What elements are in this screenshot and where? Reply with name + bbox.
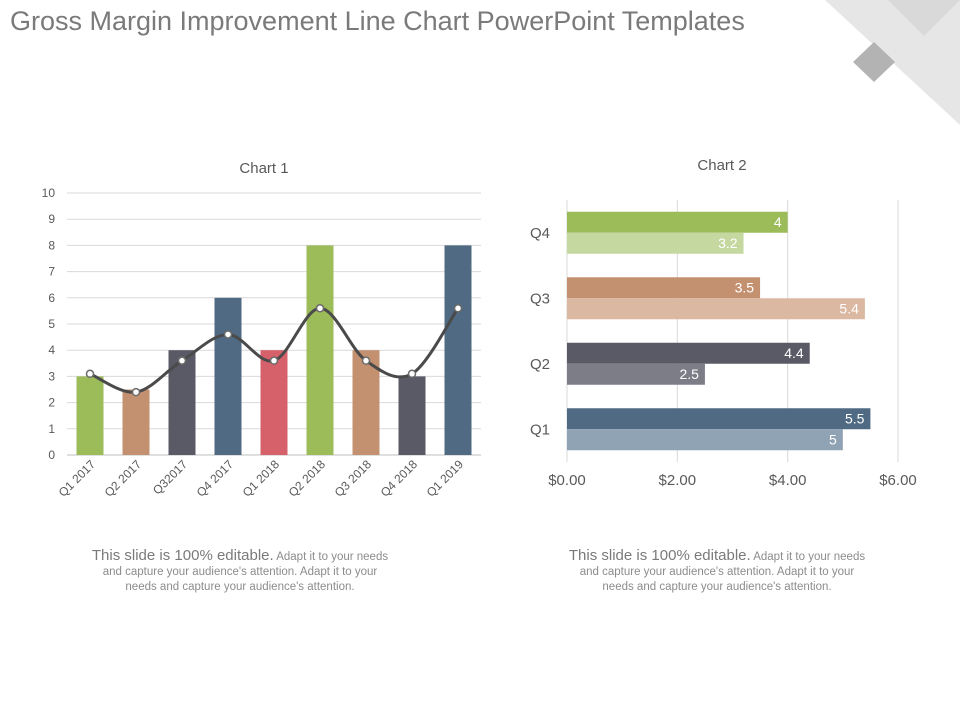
chart1-caption: This slide is 100% editable. Adapt it to…: [90, 548, 390, 595]
y-tick-label: Q4: [530, 225, 550, 242]
data-label: 3.2: [718, 235, 738, 251]
bar: [567, 342, 810, 364]
y-tick-label: 0: [48, 448, 55, 462]
chart2-title: Chart 2: [697, 157, 746, 174]
y-tick-label: Q1: [530, 421, 550, 438]
y-tick-label: 9: [48, 212, 55, 226]
x-tick-label: Q1 2017: [56, 457, 99, 500]
line-point: [85, 369, 95, 379]
y-tick-label: 6: [48, 291, 55, 305]
bar: [567, 232, 744, 254]
line-point: [177, 356, 187, 365]
bar: [567, 429, 843, 451]
page-title: Gross Margin Improvement Line Chart Powe…: [10, 6, 745, 36]
data-label: 3.5: [735, 279, 755, 295]
x-tick-label: Q1 2018: [240, 457, 283, 500]
x-tick-label: Q4 2018: [378, 457, 421, 500]
caption-lead: This slide is 100% editable.: [91, 547, 274, 564]
data-label: 5.5: [845, 410, 865, 426]
x-tick-label: $2.00: [659, 472, 697, 489]
data-label: 4: [774, 214, 782, 230]
bar: [260, 350, 288, 455]
y-tick-label: Q2: [530, 356, 550, 373]
y-tick-label: 4: [48, 343, 55, 357]
line-series: [89, 306, 460, 394]
bar: [76, 376, 104, 455]
line-point: [361, 356, 371, 365]
y-tick-label: 2: [48, 396, 55, 410]
data-label: 2.5: [679, 366, 699, 382]
bar: [567, 211, 788, 233]
caption-lead: This slide is 100% editable.: [568, 547, 751, 564]
bar: [306, 245, 334, 455]
x-tick-label: Q32017: [150, 457, 190, 497]
x-tick-label: $6.00: [879, 472, 917, 489]
caption-body: Adapt it to your needs and capture your …: [579, 551, 866, 593]
x-tick-label: Q3 2018: [332, 457, 375, 500]
y-tick-label: 1: [48, 422, 55, 436]
line-point: [453, 304, 463, 313]
x-tick-label: $4.00: [769, 472, 807, 489]
chart1-title: Chart 1: [239, 160, 288, 177]
y-tick-label: 10: [42, 186, 56, 200]
bar: [567, 298, 865, 320]
x-tick-label: Q4 2017: [194, 457, 237, 500]
line-point: [131, 387, 141, 397]
y-tick-label: 5: [48, 317, 55, 331]
data-label: 5: [829, 431, 837, 447]
data-label: 4.4: [784, 345, 804, 361]
chart2-caption: This slide is 100% editable. Adapt it to…: [567, 548, 867, 595]
data-label: 5.4: [839, 300, 859, 316]
caption-body: Adapt it to your needs and capture your …: [102, 551, 389, 593]
bar: [567, 277, 761, 299]
x-tick-label: Q1 2019: [424, 457, 467, 500]
y-tick-label: 8: [48, 238, 55, 252]
y-tick-label: Q3: [530, 290, 550, 307]
bar: [444, 245, 472, 455]
line-point: [223, 330, 233, 339]
bar: [567, 363, 705, 385]
y-tick-label: 7: [48, 265, 55, 279]
x-tick-label: $0.00: [548, 472, 586, 489]
bar: [398, 376, 426, 455]
bar: [567, 408, 871, 430]
y-tick-label: 3: [48, 369, 55, 383]
x-tick-label: Q2 2017: [102, 457, 145, 500]
x-tick-label: Q2 2018: [286, 457, 329, 500]
line-point: [269, 356, 279, 365]
bar: [214, 297, 242, 455]
line-point: [407, 369, 417, 379]
line-point: [315, 304, 325, 313]
bar: [122, 389, 150, 455]
